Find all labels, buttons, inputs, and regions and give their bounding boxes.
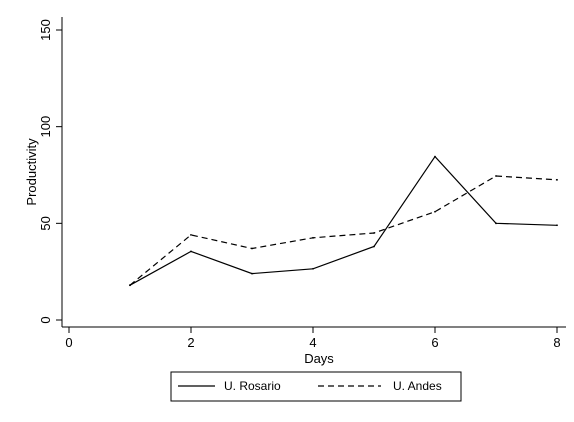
- data-point-u-rosario-4: [312, 267, 314, 270]
- data-point-u-andes-4: [312, 236, 314, 239]
- x-tick-label-8: 8: [553, 335, 560, 350]
- data-point-u-rosario-2: [190, 250, 192, 253]
- data-point-u-andes-6: [434, 210, 436, 213]
- data-point-u-rosario-7: [495, 222, 497, 225]
- legend-label-u-rosario: U. Rosario: [224, 379, 281, 393]
- x-tick-label-2: 2: [187, 335, 194, 350]
- y-axis-label: Productivity: [24, 138, 39, 206]
- series-line-u-rosario: [129, 155, 558, 286]
- series-line-u-andes: [129, 175, 558, 286]
- y-ticks: 0 50 100 150: [38, 19, 62, 324]
- data-point-u-andes-5: [373, 232, 375, 234]
- y-tick-label-0: 0: [38, 316, 53, 323]
- data-point-u-rosario-8: [556, 224, 558, 227]
- y-tick-label-100: 100: [38, 116, 53, 138]
- data-point-u-rosario-5: [373, 245, 375, 248]
- x-tick-label-6: 6: [431, 335, 438, 350]
- data-point-u-andes-8: [556, 178, 558, 181]
- x-ticks: 0 2 4 6 8: [65, 327, 561, 350]
- legend-label-u-andes: U. Andes: [393, 379, 442, 393]
- legend-box: [170, 371, 462, 402]
- x-tick-label-4: 4: [309, 335, 316, 350]
- x-tick-label-0: 0: [65, 335, 72, 350]
- x-axis-label: Days: [304, 351, 334, 366]
- y-tick-label-50: 50: [38, 216, 53, 230]
- data-point-u-rosario-3: [251, 272, 253, 275]
- series-layer: [129, 155, 558, 287]
- data-point-u-rosario-6: [434, 155, 436, 158]
- data-point-u-andes-3: [251, 247, 253, 250]
- data-point-u-andes-1: [129, 284, 131, 287]
- y-tick-label-150: 150: [38, 19, 53, 41]
- data-point-u-andes-7: [495, 175, 497, 177]
- legend: U. Rosario U. Andes: [170, 371, 462, 402]
- data-point-u-andes-2: [190, 234, 192, 236]
